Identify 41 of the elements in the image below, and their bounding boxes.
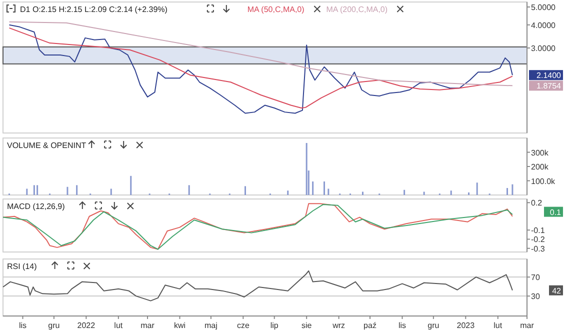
- x-tick-label: gru: [48, 321, 60, 330]
- line-series: [8, 21, 513, 86]
- y-tick-label: 300k: [531, 148, 550, 158]
- chart-title: RSI (14): [7, 262, 38, 271]
- text: 2.1400: [536, 71, 562, 80]
- x-tick-label: lut: [114, 321, 124, 330]
- y-tick-label: 30: [531, 292, 540, 302]
- text: 42: [552, 286, 562, 296]
- text: MA (50,C,MA,0): [247, 5, 305, 14]
- x-tick-label: lut: [494, 321, 503, 330]
- x-tick-label: lis: [398, 321, 406, 330]
- x-tick-label: lis: [18, 321, 27, 330]
- line-series: [2, 270, 513, 302]
- x-tick-label: paź: [364, 321, 376, 330]
- chart-title: VOLUME & OPENINT: [7, 141, 86, 150]
- x-tick-label: mar: [520, 321, 534, 330]
- x-tick-label: cze: [236, 321, 250, 330]
- y-tick-label: -0.2: [531, 235, 546, 244]
- chart-title: MACD (12,26,9): [7, 202, 66, 211]
- y-tick-label: 200k: [531, 162, 550, 172]
- x-tick-label: lip: [270, 321, 279, 330]
- y-tick-label: 70: [531, 273, 540, 282]
- x-tick-label: sie: [301, 321, 312, 330]
- y-tick-label: 4.0000: [531, 20, 556, 30]
- text: 1.8754: [536, 82, 562, 91]
- x-tick-label: maj: [204, 321, 218, 330]
- y-tick-label: -0.3: [531, 244, 546, 254]
- y-tick-label: 3.0000: [531, 44, 556, 53]
- y-tick-label: 0.2: [531, 198, 543, 208]
- text: MA (200,C,MA,0): [326, 5, 388, 14]
- x-tick-label: 2022: [77, 321, 96, 330]
- x-tick-label: kwi: [174, 321, 186, 330]
- x-tick-label: wrz: [332, 321, 346, 330]
- y-tick-label: 100.0k: [531, 176, 556, 186]
- x-tick-label: gru: [428, 321, 440, 330]
- y-tick-label: 5.0000: [531, 2, 556, 12]
- chart-title: D1 O:2.15 H:2.15 L:2.09 C:2.14 (+2.39%): [20, 5, 168, 14]
- x-tick-label: 2023: [456, 321, 476, 330]
- text: 0.1: [550, 208, 562, 217]
- x-tick-label: mar: [140, 321, 155, 330]
- y-tick-label: -0.1: [531, 226, 546, 236]
